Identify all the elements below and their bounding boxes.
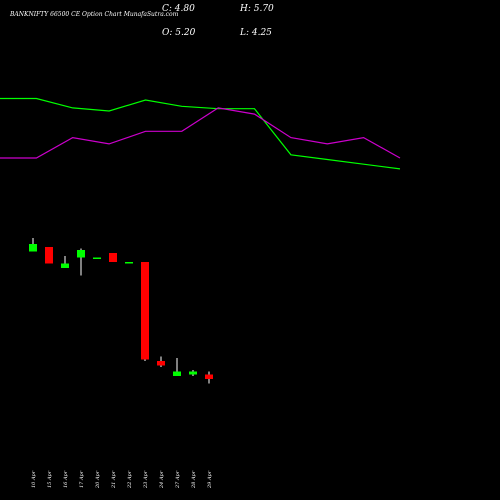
date-label-7: 22 Apr <box>127 470 133 489</box>
date-label-5: 20 Apr <box>95 470 101 489</box>
candle-body-10 <box>173 371 181 376</box>
candle-body-8 <box>141 262 149 360</box>
candle-body-9 <box>157 361 165 366</box>
indicator-line-2 <box>0 107 401 159</box>
date-label-9: 24 Apr <box>159 470 165 489</box>
candle-body-3 <box>61 263 69 268</box>
candle-body-12 <box>205 374 213 379</box>
candle-body-11 <box>189 371 197 375</box>
date-label-6: 21 Apr <box>111 470 117 489</box>
close-value: C: 4.80 <box>162 4 195 14</box>
date-label-8: 23 Apr <box>143 470 149 489</box>
date-label-11: 28 Apr <box>191 470 197 489</box>
low-value: L: 4.25 <box>240 28 272 38</box>
date-label-10: 27 Apr <box>175 470 181 489</box>
open-value: O: 5.20 <box>162 28 196 38</box>
candle-body-2 <box>45 247 53 264</box>
high-value: H: 5.70 <box>240 4 274 14</box>
candle-body-5 <box>93 257 101 259</box>
date-label-1: 10 Apr <box>31 470 37 488</box>
candle-body-6 <box>109 253 117 262</box>
indicator-line-1 <box>0 97 401 170</box>
candle-body-4 <box>77 250 85 258</box>
candle-body-7 <box>125 262 133 264</box>
date-label-4: 17 Apr <box>79 470 85 488</box>
candle-body-1 <box>29 244 37 252</box>
date-label-3: 16 Apr <box>63 470 69 488</box>
date-label-2: 15 Apr <box>47 470 53 488</box>
date-label-12: 29 Apr <box>207 470 213 489</box>
chart-title: BANKNIFTY 66500 CE Option Chart MunafaSu… <box>10 11 179 18</box>
